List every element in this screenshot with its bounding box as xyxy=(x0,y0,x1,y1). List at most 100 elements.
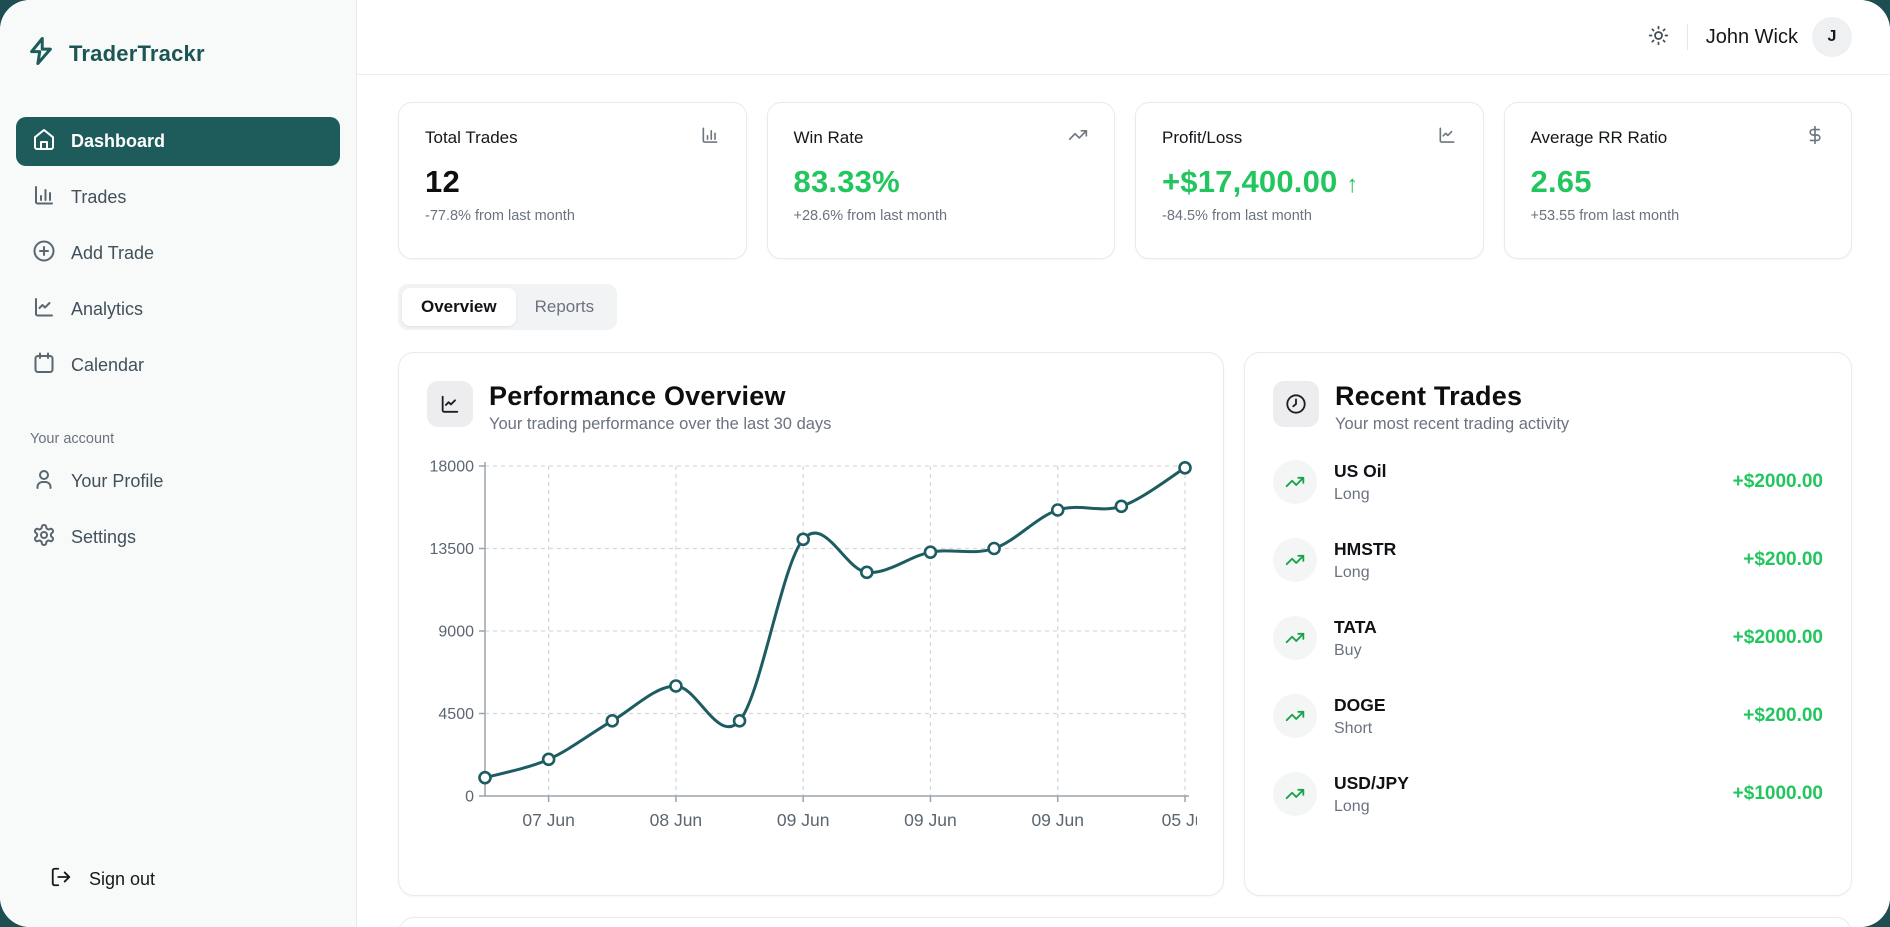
svg-text:13500: 13500 xyxy=(430,541,475,558)
sidebar-item-trades[interactable]: Trades xyxy=(16,173,340,222)
performance-line-chart[interactable]: 0 4500 9000 13500 18000 07 Jun 08 Jun 09 Jun 09 … xyxy=(427,452,1209,849)
svg-text:08 Jun: 08 Jun xyxy=(650,810,703,830)
svg-text:09 Jun: 09 Jun xyxy=(777,810,830,830)
stat-value-text: 83.33% xyxy=(793,164,900,199)
line-chart-icon xyxy=(32,295,56,324)
line-chart-icon xyxy=(427,381,473,427)
stat-value-text: 12 xyxy=(425,164,460,199)
clock-icon xyxy=(1273,381,1319,427)
avatar: J xyxy=(1812,17,1852,57)
sidebar-item-analytics[interactable]: Analytics xyxy=(16,285,340,334)
tab-overview[interactable]: Overview xyxy=(402,288,516,326)
sidebar: TraderTrackr Dashboard Trades Add Trade xyxy=(0,0,357,927)
sidebar-item-dashboard[interactable]: Dashboard xyxy=(16,117,340,166)
stat-card-profit-loss: Profit/Loss +$17,400.00 ↑ -84.5% from la… xyxy=(1135,102,1484,259)
trade-symbol: US Oil xyxy=(1334,460,1387,481)
trending-up-icon xyxy=(1273,616,1317,660)
stat-value: 83.33% xyxy=(794,164,1089,200)
stat-subtitle: +28.6% from last month xyxy=(793,208,948,224)
sidebar-item-label: Trades xyxy=(71,187,127,207)
zap-logo-icon xyxy=(26,36,56,71)
trade-row-hmstr[interactable]: HMSTR Long +$200.00 xyxy=(1273,538,1823,582)
sign-out-label: Sign out xyxy=(89,869,156,889)
trade-symbol: HMSTR xyxy=(1334,538,1397,559)
panel-title: Recent Trades xyxy=(1335,381,1523,411)
trade-list: US Oil Long +$2000.00 HMSTR Long +$200.00 … xyxy=(1273,460,1823,816)
stat-title: Total Trades xyxy=(425,127,518,147)
dashboard-content: Total Trades 12 -77.8% from last month W… xyxy=(357,75,1890,927)
tab-reports[interactable]: Reports xyxy=(516,288,614,326)
stat-subtitle: -84.5% from last month xyxy=(1162,208,1312,224)
log-out-icon xyxy=(50,866,72,893)
panel-title: Performance Overview xyxy=(489,381,786,411)
sidebar-item-your-profile[interactable]: Your Profile xyxy=(16,457,340,506)
trade-row-usd-jpy[interactable]: USD/JPY Long +$1000.00 xyxy=(1273,772,1823,816)
stat-card-average-rr-ratio: Average RR Ratio 2.65 +53.55 from last m… xyxy=(1503,102,1852,259)
sidebar-item-label: Analytics xyxy=(71,299,144,319)
svg-text:07 Jun: 07 Jun xyxy=(522,810,575,830)
stat-value: 12 xyxy=(425,164,720,200)
gear-icon xyxy=(32,523,56,552)
user-menu[interactable]: John Wick J xyxy=(1706,17,1852,57)
svg-text:09 Jun: 09 Jun xyxy=(904,810,957,830)
sidebar-item-add-trade[interactable]: Add Trade xyxy=(16,229,340,278)
svg-text:9000: 9000 xyxy=(438,624,474,641)
trade-amount: +$2000.00 xyxy=(1732,627,1823,648)
sidebar-item-label: Settings xyxy=(71,527,137,547)
trending-up-icon xyxy=(1273,538,1317,582)
app-logo: TraderTrackr xyxy=(0,0,356,91)
main-nav: Dashboard Trades Add Trade Analytics xyxy=(0,117,356,397)
stat-value-text: 2.65 xyxy=(1530,164,1592,199)
trade-symbol: USD/JPY xyxy=(1334,772,1409,793)
sidebar-item-label: Dashboard xyxy=(71,131,166,151)
topbar: John Wick J xyxy=(357,0,1890,75)
stat-value: +$17,400.00 ↑ xyxy=(1162,164,1457,200)
theme-toggle-button[interactable] xyxy=(1648,25,1669,49)
stat-value-text: +$17,400.00 xyxy=(1162,164,1338,199)
trending-up-icon xyxy=(1273,460,1317,504)
trade-amount: +$2000.00 xyxy=(1732,471,1823,492)
trade-amount: +$200.00 xyxy=(1743,705,1823,726)
up-arrow-glyph: ↑ xyxy=(1346,171,1359,198)
stat-card-total-trades: Total Trades 12 -77.8% from last month xyxy=(398,102,747,259)
recent-trades-panel: Recent Trades Your most recent trading a… xyxy=(1244,352,1852,896)
account-nav: Your Profile Settings xyxy=(0,457,356,569)
stat-title: Profit/Loss xyxy=(1162,127,1243,147)
line-chart-icon xyxy=(1437,125,1457,150)
trade-row-doge[interactable]: DOGE Short +$200.00 xyxy=(1273,694,1823,738)
trending-up-icon xyxy=(1273,694,1317,738)
stat-value: 2.65 xyxy=(1531,164,1826,200)
topbar-divider xyxy=(1686,24,1688,50)
sidebar-item-settings[interactable]: Settings xyxy=(16,513,340,562)
performance-overview-panel: Performance Overview Your trading perfor… xyxy=(398,352,1224,896)
svg-text:0: 0 xyxy=(465,789,474,806)
sidebar-item-label: Add Trade xyxy=(71,243,155,263)
trade-row-us-oil[interactable]: US Oil Long +$2000.00 xyxy=(1273,460,1823,504)
user-name: John Wick xyxy=(1705,25,1798,48)
dollar-icon xyxy=(1805,125,1825,150)
sidebar-item-calendar[interactable]: Calendar xyxy=(16,341,340,390)
next-card-partial xyxy=(398,917,1852,927)
calendar-icon xyxy=(32,351,56,380)
stat-card-win-rate: Win Rate 83.33% +28.6% from last month xyxy=(766,102,1115,259)
plus-circle-icon xyxy=(32,239,56,268)
svg-text:09 Jun: 09 Jun xyxy=(1031,810,1084,830)
stat-subtitle: -77.8% from last month xyxy=(425,208,575,224)
panel-subtitle: Your most recent trading activity xyxy=(1335,415,1570,433)
svg-text:05 Jul: 05 Jul xyxy=(1162,810,1197,830)
trade-amount: +$1000.00 xyxy=(1732,783,1823,804)
stats-row: Total Trades 12 -77.8% from last month W… xyxy=(398,102,1852,259)
sign-out-button[interactable]: Sign out xyxy=(0,866,356,927)
trade-side: Long xyxy=(1334,797,1370,815)
trade-symbol: DOGE xyxy=(1334,694,1386,715)
stat-subtitle: +53.55 from last month xyxy=(1530,208,1680,224)
trade-row-tata[interactable]: TATA Buy +$2000.00 xyxy=(1273,616,1823,660)
trade-side: Long xyxy=(1334,563,1370,581)
sidebar-item-label: Your Profile xyxy=(71,471,164,491)
trending-up-icon xyxy=(1068,125,1088,150)
svg-text:4500: 4500 xyxy=(438,706,474,723)
sidebar-item-label: Calendar xyxy=(71,355,145,375)
trade-side: Buy xyxy=(1334,641,1362,659)
sun-icon xyxy=(1648,25,1669,49)
stat-title: Win Rate xyxy=(793,127,864,147)
